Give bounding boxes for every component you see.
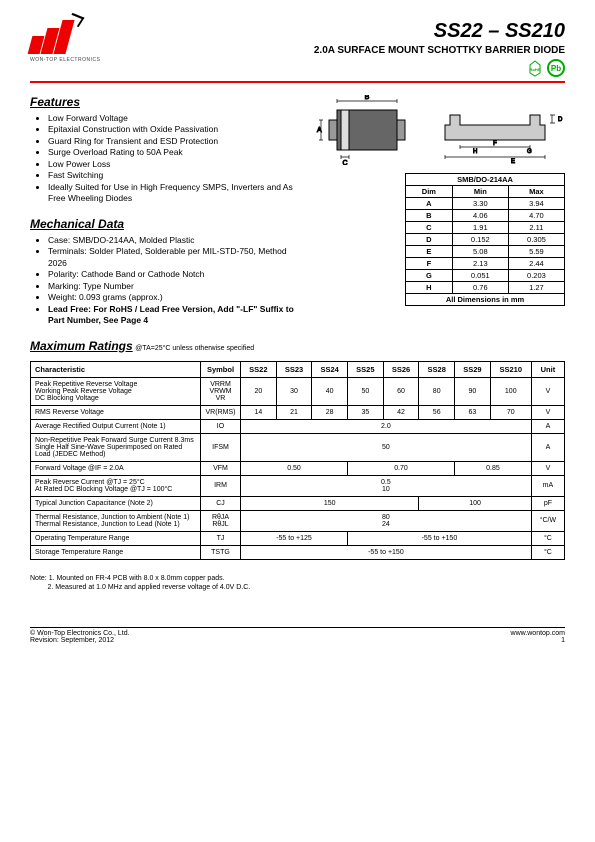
svg-text:F: F [493,141,497,147]
svg-text:G: G [527,149,532,155]
feature-item: Fast Switching [48,170,297,181]
mechanical-item: Marking: Type Number [48,281,297,292]
logo: WON-TOP ELECTRONICS [30,20,100,63]
mechanical-item: Polarity: Cathode Band or Cathode Notch [48,269,297,280]
header: WON-TOP ELECTRONICS SS22 – SS210 2.0A SU… [30,20,565,77]
svg-text:A: A [317,127,322,134]
svg-text:RoHS: RoHS [530,67,541,72]
title-block: SS22 – SS210 2.0A SURFACE MOUNT SCHOTTKY… [314,20,565,77]
notes: Note: 1. Mounted on FR-4 PCB with 8.0 x … [30,574,565,592]
feature-item: Low Power Loss [48,159,297,170]
revision: Revision: September, 2012 [30,637,130,644]
svg-text:C: C [342,160,347,165]
rohs-icon: RoHS [526,59,544,77]
footer: © Won-Top Electronics Co., Ltd. Revision… [30,627,565,644]
dimensions-table: SMB/DO-214AADimMinMaxA3.303.94B4.064.70C… [405,173,565,306]
ratings-table: CharacteristicSymbolSS22SS23SS24SS25SS26… [30,361,565,560]
feature-item: Surge Overload Rating to 50A Peak [48,147,297,158]
package-diagram: B A C D F E H G SMB/DO-214AADimMinMaxA3.… [315,95,565,306]
svg-text:D: D [558,117,563,123]
svg-text:B: B [365,95,370,101]
logo-text: WON-TOP ELECTRONICS [30,57,100,63]
mechanical-list: Case: SMB/DO-214AA, Molded PlasticTermin… [30,235,297,327]
subtitle: 2.0A SURFACE MOUNT SCHOTTKY BARRIER DIOD… [314,45,565,56]
mechanical-item: Terminals: Solder Plated, Solderable per… [48,246,297,269]
feature-item: Ideally Suited for Use in High Frequency… [48,182,297,205]
mechanical-item: Weight: 0.093 grams (approx.) [48,292,297,303]
svg-text:H: H [473,149,477,155]
features-list: Low Forward VoltageEpitaxial Constructio… [30,113,297,205]
ratings-heading: Maximum Ratings [30,339,133,353]
mechanical-item: Case: SMB/DO-214AA, Molded Plastic [48,235,297,246]
leadfree-icon: Pb [547,59,565,77]
feature-item: Epitaxial Construction with Oxide Passiv… [48,124,297,135]
page-number: 1 [511,637,565,644]
mechanical-heading: Mechanical Data [30,217,297,231]
feature-item: Low Forward Voltage [48,113,297,124]
divider [30,81,565,83]
copyright: © Won-Top Electronics Co., Ltd. [30,630,130,637]
ratings-condition: @TA=25°C unless otherwise specified [135,345,254,352]
mechanical-item: Lead Free: For RoHS / Lead Free Version,… [48,304,297,327]
feature-item: Guard Ring for Transient and ESD Protect… [48,136,297,147]
part-number: SS22 – SS210 [314,20,565,43]
website: www.wontop.com [511,630,565,637]
features-heading: Features [30,95,297,109]
svg-text:E: E [511,159,515,165]
